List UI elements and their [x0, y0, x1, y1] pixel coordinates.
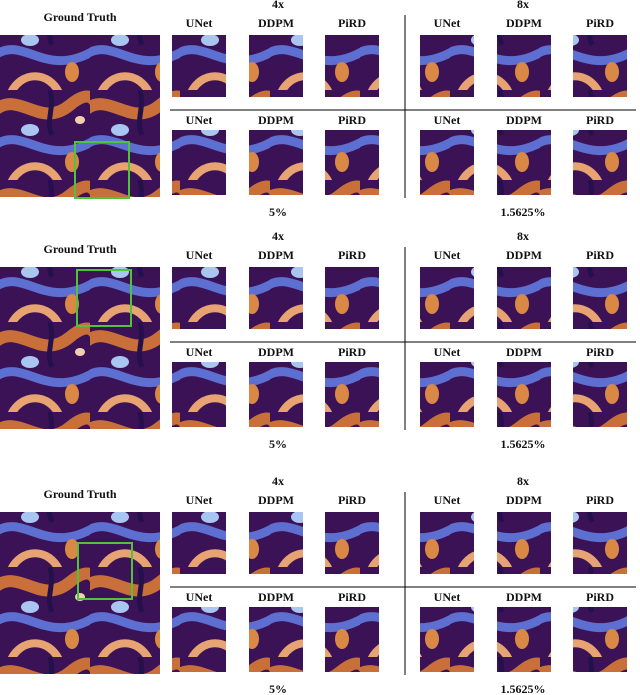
zoomed-image	[420, 512, 474, 574]
model-label: PiRD	[338, 493, 366, 507]
panel: Ground Truth 4x 5% UNet DDPM PiRD UNet DDPM PiRD…	[0, 0, 636, 219]
zoomed-image	[249, 267, 303, 329]
zoomed-image	[325, 362, 379, 427]
ground-truth-label: Ground Truth	[43, 487, 116, 501]
model-label: PiRD	[586, 590, 614, 604]
model-label: PiRD	[338, 16, 366, 30]
zoomed-image	[172, 362, 226, 427]
model-label: DDPM	[506, 248, 542, 262]
zoomed-image	[573, 362, 627, 427]
ratio-caption: 5%	[269, 437, 287, 451]
model-label: PiRD	[586, 113, 614, 127]
ratio-caption: 1.5625%	[501, 682, 546, 695]
zoomed-image	[325, 130, 379, 195]
model-label: UNet	[186, 16, 213, 30]
ground-truth-label: Ground Truth	[43, 10, 116, 24]
model-label: PiRD	[338, 590, 366, 604]
model-label: PiRD	[586, 248, 614, 262]
zoomed-image	[249, 607, 303, 672]
model-label: DDPM	[506, 345, 542, 359]
zoomed-image	[172, 267, 226, 329]
zoomed-image	[573, 35, 627, 97]
zoomed-image	[573, 267, 627, 329]
zoomed-image	[172, 607, 226, 672]
model-label: UNet	[186, 345, 213, 359]
zoomed-image	[325, 35, 379, 97]
zoomed-image	[172, 512, 226, 574]
zoomed-image	[325, 607, 379, 672]
zoomed-image	[325, 512, 379, 574]
zoomed-image	[420, 130, 474, 195]
model-label: UNet	[434, 345, 461, 359]
model-label: DDPM	[258, 16, 294, 30]
ratio-caption: 1.5625%	[501, 437, 546, 451]
ratio-caption: 5%	[269, 205, 287, 219]
model-label: PiRD	[338, 345, 366, 359]
zoomed-image	[573, 607, 627, 672]
model-label: UNet	[434, 590, 461, 604]
zoomed-image	[249, 130, 303, 195]
zoomed-image	[172, 130, 226, 195]
model-label: DDPM	[258, 345, 294, 359]
model-label: UNet	[186, 493, 213, 507]
zoomed-image	[497, 512, 551, 574]
zoomed-image	[497, 130, 551, 195]
zoom-box	[76, 269, 132, 327]
ground-truth-label: Ground Truth	[43, 242, 116, 256]
model-label: UNet	[186, 248, 213, 262]
zoomed-image	[497, 267, 551, 329]
model-label: UNet	[434, 113, 461, 127]
zoomed-image	[420, 267, 474, 329]
zoomed-image	[497, 362, 551, 427]
scale-label: 8x	[517, 0, 529, 11]
model-label: DDPM	[258, 590, 294, 604]
model-label: DDPM	[506, 16, 542, 30]
model-label: DDPM	[506, 493, 542, 507]
zoomed-image	[325, 267, 379, 329]
zoom-box	[77, 542, 133, 600]
model-label: UNet	[186, 590, 213, 604]
model-label: DDPM	[506, 590, 542, 604]
model-label: UNet	[434, 248, 461, 262]
zoomed-image	[249, 512, 303, 574]
zoomed-image	[172, 35, 226, 97]
zoomed-image	[420, 607, 474, 672]
ratio-caption: 5%	[269, 682, 287, 695]
scale-label: 4x	[272, 474, 284, 488]
zoomed-image	[497, 607, 551, 672]
panel: Ground Truth 4x 5% UNet DDPM PiRD UNet DDPM PiRD…	[0, 474, 636, 695]
scale-label: 8x	[517, 474, 529, 488]
scale-label: 8x	[517, 229, 529, 243]
ground-truth-image	[0, 512, 160, 674]
panel: Ground Truth 4x 5% UNet DDPM PiRD UNet DDPM PiRD…	[0, 229, 636, 451]
zoomed-image	[420, 35, 474, 97]
model-label: PiRD	[586, 493, 614, 507]
zoomed-image	[573, 130, 627, 195]
model-label: UNet	[186, 113, 213, 127]
model-label: PiRD	[338, 248, 366, 262]
ratio-caption: 1.5625%	[501, 205, 546, 219]
model-label: UNet	[434, 493, 461, 507]
ground-truth-image	[0, 35, 160, 197]
model-label: PiRD	[586, 345, 614, 359]
scale-label: 4x	[272, 229, 284, 243]
ground-truth-image	[0, 267, 160, 429]
model-label: DDPM	[258, 248, 294, 262]
model-label: UNet	[434, 16, 461, 30]
zoomed-image	[249, 35, 303, 97]
zoomed-image	[573, 512, 627, 574]
model-label: DDPM	[506, 113, 542, 127]
zoom-box	[74, 141, 130, 199]
zoomed-image	[420, 362, 474, 427]
scale-label: 4x	[272, 0, 284, 11]
zoomed-image	[497, 35, 551, 97]
zoomed-image	[249, 362, 303, 427]
model-label: PiRD	[338, 113, 366, 127]
model-label: PiRD	[586, 16, 614, 30]
model-label: DDPM	[258, 493, 294, 507]
model-label: DDPM	[258, 113, 294, 127]
